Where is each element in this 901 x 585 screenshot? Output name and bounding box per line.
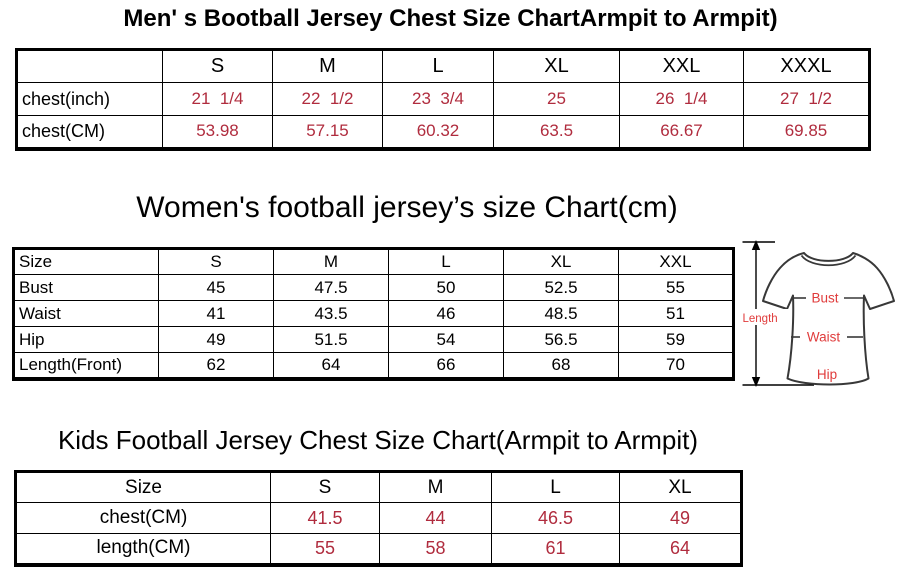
- value-cell: 70: [618, 352, 734, 379]
- value-cell: 22 1/2: [272, 82, 383, 116]
- row-label: chest(CM): [16, 115, 163, 149]
- men-size-table: S M L XL XXL XXXL chest(inch) 21 1/4 22 1/2 23 3/…: [15, 48, 871, 151]
- table-row: length(CM) 55 58 61 64: [15, 533, 742, 565]
- value-cell: 44: [379, 502, 492, 534]
- table-row: chest(CM) 41.5 44 46.5 49: [15, 502, 742, 534]
- table-row: Bust 45 47.5 50 52.5 55: [13, 274, 734, 301]
- column-header: [16, 49, 163, 83]
- bust-label: Bust: [811, 291, 838, 306]
- column-header: XXL: [618, 248, 734, 275]
- value-cell: 53.98: [162, 115, 273, 149]
- column-header: M: [273, 248, 389, 275]
- column-header: S: [158, 248, 274, 275]
- women-size-table: Size S M L XL XXL Bust 45 47.5 50 52.5 55 Waist 41 43.…: [12, 247, 735, 381]
- row-label: Bust: [13, 274, 159, 301]
- value-cell: 55: [270, 533, 380, 565]
- kids-table: Size S M L XL chest(CM) 41.5 44 46.5 49 length(CM)…: [14, 470, 743, 567]
- value-cell: 52.5: [503, 274, 619, 301]
- value-cell: 57.15: [272, 115, 383, 149]
- waist-label: Waist: [807, 330, 840, 345]
- value-cell: 41: [158, 300, 274, 327]
- column-header: M: [379, 471, 492, 503]
- men-table: S M L XL XXL XXXL chest(inch) 21 1/4 22 1/2 23 3/…: [15, 48, 871, 151]
- value-cell: 47.5: [273, 274, 389, 301]
- arrowhead-up-icon: [751, 240, 761, 250]
- shirt-measure-diagram: Length Bust Waist Hip: [741, 238, 901, 400]
- value-cell: 64: [619, 533, 742, 565]
- kids-chart-title: Kids Football Jersey Chest Size Chart(Ar…: [57, 425, 699, 455]
- row-label: Waist: [13, 300, 159, 327]
- value-cell: 46.5: [491, 502, 620, 534]
- length-label: Length: [743, 313, 778, 325]
- column-header: S: [270, 471, 380, 503]
- value-cell: 46: [388, 300, 504, 327]
- column-header: Size: [15, 471, 271, 503]
- tshirt-diagram-svg: Length Bust Waist Hip: [741, 240, 895, 387]
- column-header: XL: [503, 248, 619, 275]
- column-header: XL: [493, 49, 620, 83]
- column-header: XL: [619, 471, 742, 503]
- women-table: Size S M L XL XXL Bust 45 47.5 50 52.5 55 Waist 41 43.…: [12, 247, 735, 381]
- value-cell: 27 1/2: [743, 82, 870, 116]
- women-chart-title: Women's football jersey’s size Chart(cm): [136, 191, 678, 224]
- column-header: L: [382, 49, 494, 83]
- value-cell: 43.5: [273, 300, 389, 327]
- value-cell: 62: [158, 352, 274, 379]
- collar-line: [800, 254, 857, 267]
- row-label: Length(Front): [13, 352, 159, 379]
- column-header: M: [272, 49, 383, 83]
- value-cell: 51.5: [273, 326, 389, 353]
- value-cell: 45: [158, 274, 274, 301]
- value-cell: 41.5: [270, 502, 380, 534]
- value-cell: 60.32: [382, 115, 494, 149]
- table-row: chest(inch) 21 1/4 22 1/2 23 3/4 25 26 1/4 27 …: [16, 82, 870, 116]
- table-row: chest(CM) 53.98 57.15 60.32 63.5 66.67 69.85: [16, 115, 870, 149]
- column-header: L: [491, 471, 620, 503]
- value-cell: 56.5: [503, 326, 619, 353]
- value-cell: 54: [388, 326, 504, 353]
- value-cell: 64: [273, 352, 389, 379]
- header-row: Size S M L XL: [15, 471, 742, 503]
- value-cell: 50: [388, 274, 504, 301]
- column-header: Size: [13, 248, 159, 275]
- value-cell: 48.5: [503, 300, 619, 327]
- value-cell: 49: [158, 326, 274, 353]
- value-cell: 23 3/4: [382, 82, 494, 116]
- table-row: Length(Front) 62 64 66 68 70: [13, 352, 734, 379]
- value-cell: 58: [379, 533, 492, 565]
- length-label-bg: [741, 309, 788, 325]
- arrowhead-down-icon: [751, 377, 761, 387]
- value-cell: 61: [491, 533, 620, 565]
- value-cell: 68: [503, 352, 619, 379]
- row-label: length(CM): [15, 533, 271, 565]
- value-cell: 25: [493, 82, 620, 116]
- value-cell: 66: [388, 352, 504, 379]
- value-cell: 21 1/4: [162, 82, 273, 116]
- value-cell: 51: [618, 300, 734, 327]
- column-header: L: [388, 248, 504, 275]
- hip-label: Hip: [817, 367, 837, 382]
- column-header: XXL: [619, 49, 744, 83]
- column-header: XXXL: [743, 49, 870, 83]
- row-label: chest(inch): [16, 82, 163, 116]
- value-cell: 59: [618, 326, 734, 353]
- row-label: Hip: [13, 326, 159, 353]
- men-chart-title: Men' s Bootball Jersey Chest Size ChartA…: [123, 5, 778, 32]
- value-cell: 66.67: [619, 115, 744, 149]
- tshirt-outline: [762, 252, 895, 386]
- value-cell: 69.85: [743, 115, 870, 149]
- header-row: S M L XL XXL XXXL: [16, 49, 870, 83]
- column-header: S: [162, 49, 273, 83]
- table-row: Hip 49 51.5 54 56.5 59: [13, 326, 734, 353]
- value-cell: 49: [619, 502, 742, 534]
- value-cell: 26 1/4: [619, 82, 744, 116]
- value-cell: 63.5: [493, 115, 620, 149]
- kids-size-table: Size S M L XL chest(CM) 41.5 44 46.5 49 length(CM)…: [14, 470, 743, 567]
- value-cell: 55: [618, 274, 734, 301]
- row-label: chest(CM): [15, 502, 271, 534]
- header-row: Size S M L XL XXL: [13, 248, 734, 275]
- table-row: Waist 41 43.5 46 48.5 51: [13, 300, 734, 327]
